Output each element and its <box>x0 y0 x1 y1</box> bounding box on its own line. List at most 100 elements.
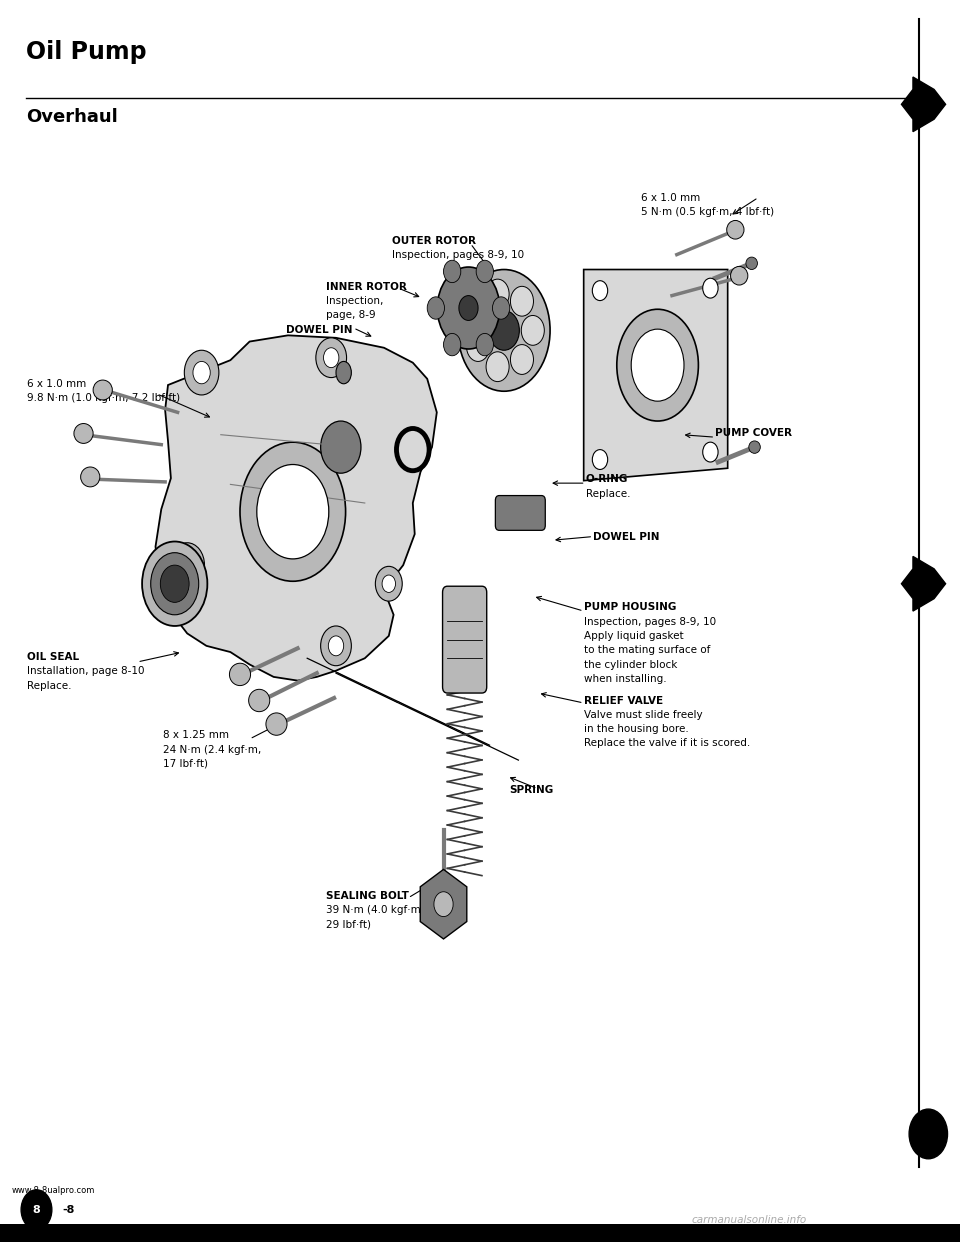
Ellipse shape <box>486 351 509 381</box>
Text: Inspection, pages 8-9, 10: Inspection, pages 8-9, 10 <box>584 616 716 627</box>
Ellipse shape <box>444 261 461 283</box>
Ellipse shape <box>749 441 760 453</box>
Ellipse shape <box>458 270 550 391</box>
Text: PUMP COVER: PUMP COVER <box>715 428 792 438</box>
Ellipse shape <box>324 348 339 368</box>
Ellipse shape <box>427 297 444 319</box>
Text: 8 x 1.25 mm: 8 x 1.25 mm <box>163 730 229 740</box>
Ellipse shape <box>703 442 718 462</box>
Text: 6 x 1.0 mm: 6 x 1.0 mm <box>641 193 701 202</box>
Bar <box>0 1225 960 1242</box>
Ellipse shape <box>459 296 478 320</box>
Ellipse shape <box>193 361 210 384</box>
Text: Oil Pump: Oil Pump <box>26 40 147 63</box>
Ellipse shape <box>476 333 493 355</box>
Polygon shape <box>901 556 946 611</box>
Ellipse shape <box>321 421 361 473</box>
Ellipse shape <box>321 626 351 666</box>
Ellipse shape <box>492 297 510 319</box>
Polygon shape <box>420 869 467 939</box>
Text: 8: 8 <box>33 1205 40 1215</box>
Text: carmanualsonline.info: carmanualsonline.info <box>691 1215 806 1225</box>
Text: Replace.: Replace. <box>586 488 630 499</box>
Text: 17 lbf·ft): 17 lbf·ft) <box>163 759 208 769</box>
Ellipse shape <box>617 309 698 421</box>
FancyBboxPatch shape <box>495 496 545 530</box>
Text: when installing.: when installing. <box>584 673 666 684</box>
Text: Replace the valve if it is scored.: Replace the valve if it is scored. <box>584 738 750 749</box>
Text: page, 8-9: page, 8-9 <box>326 310 376 320</box>
Ellipse shape <box>316 338 347 378</box>
Ellipse shape <box>476 261 493 283</box>
Ellipse shape <box>170 543 204 587</box>
Text: the cylinder block: the cylinder block <box>584 660 677 669</box>
Ellipse shape <box>511 287 534 317</box>
Ellipse shape <box>467 332 490 361</box>
Ellipse shape <box>142 542 207 626</box>
Ellipse shape <box>486 279 509 309</box>
Text: DOWEL PIN: DOWEL PIN <box>286 325 352 335</box>
Text: RELIEF VALVE: RELIEF VALVE <box>584 696 662 705</box>
Text: Inspection, pages 8-9, 10: Inspection, pages 8-9, 10 <box>392 250 524 261</box>
Polygon shape <box>584 270 728 481</box>
Ellipse shape <box>467 299 490 329</box>
Text: 24 N·m (2.4 kgf·m,: 24 N·m (2.4 kgf·m, <box>163 745 261 755</box>
Text: Valve must slide freely: Valve must slide freely <box>584 710 703 720</box>
Text: 29 lbf·ft): 29 lbf·ft) <box>326 919 372 929</box>
Text: OIL SEAL: OIL SEAL <box>27 652 79 662</box>
Ellipse shape <box>731 266 748 286</box>
Ellipse shape <box>592 281 608 301</box>
Text: Overhaul: Overhaul <box>26 108 118 125</box>
Ellipse shape <box>93 380 112 400</box>
Text: www.8-8ualpro.com: www.8-8ualpro.com <box>12 1186 95 1195</box>
Text: DOWEL PIN: DOWEL PIN <box>593 532 660 542</box>
Ellipse shape <box>489 310 519 350</box>
Ellipse shape <box>375 566 402 601</box>
Ellipse shape <box>438 267 499 349</box>
Ellipse shape <box>521 315 544 345</box>
Ellipse shape <box>632 329 684 401</box>
Text: OUTER ROTOR: OUTER ROTOR <box>392 236 475 246</box>
Text: Apply liquid gasket: Apply liquid gasket <box>584 631 684 641</box>
Text: 9.8 N·m (1.0 kgf·m, 7.2 lbf·ft): 9.8 N·m (1.0 kgf·m, 7.2 lbf·ft) <box>27 392 180 404</box>
Ellipse shape <box>511 344 534 374</box>
Ellipse shape <box>74 424 93 443</box>
Ellipse shape <box>382 575 396 592</box>
Ellipse shape <box>179 554 196 576</box>
Ellipse shape <box>151 553 199 615</box>
Ellipse shape <box>328 636 344 656</box>
Ellipse shape <box>266 713 287 735</box>
Text: 6 x 1.0 mm: 6 x 1.0 mm <box>27 379 86 389</box>
Text: Installation, page 8-10: Installation, page 8-10 <box>27 667 144 677</box>
Ellipse shape <box>81 467 100 487</box>
Text: -8: -8 <box>62 1205 75 1215</box>
Text: Inspection,: Inspection, <box>326 296 384 307</box>
Ellipse shape <box>703 278 718 298</box>
Text: in the housing bore.: in the housing bore. <box>584 724 688 734</box>
Ellipse shape <box>727 221 744 238</box>
Text: PUMP HOUSING: PUMP HOUSING <box>584 602 676 612</box>
Text: SEALING BOLT: SEALING BOLT <box>326 891 409 900</box>
Ellipse shape <box>249 689 270 712</box>
Polygon shape <box>901 77 946 132</box>
Ellipse shape <box>434 892 453 917</box>
Ellipse shape <box>746 257 757 270</box>
Ellipse shape <box>184 350 219 395</box>
Ellipse shape <box>336 361 351 384</box>
Text: Replace.: Replace. <box>27 681 71 691</box>
Ellipse shape <box>229 663 251 686</box>
Text: INNER ROTOR: INNER ROTOR <box>326 282 407 292</box>
Ellipse shape <box>240 442 346 581</box>
Circle shape <box>909 1109 948 1159</box>
Ellipse shape <box>257 465 328 559</box>
Text: O-RING: O-RING <box>586 474 628 484</box>
FancyBboxPatch shape <box>443 586 487 693</box>
Text: 39 N·m (4.0 kgf·m,: 39 N·m (4.0 kgf·m, <box>326 904 424 915</box>
Ellipse shape <box>444 333 461 355</box>
Circle shape <box>21 1190 52 1230</box>
Ellipse shape <box>160 565 189 602</box>
Text: 5 N·m (0.5 kgf·m, 4 lbf·ft): 5 N·m (0.5 kgf·m, 4 lbf·ft) <box>641 206 775 217</box>
Text: SPRING: SPRING <box>509 785 553 795</box>
Ellipse shape <box>592 450 608 469</box>
Polygon shape <box>156 335 437 681</box>
